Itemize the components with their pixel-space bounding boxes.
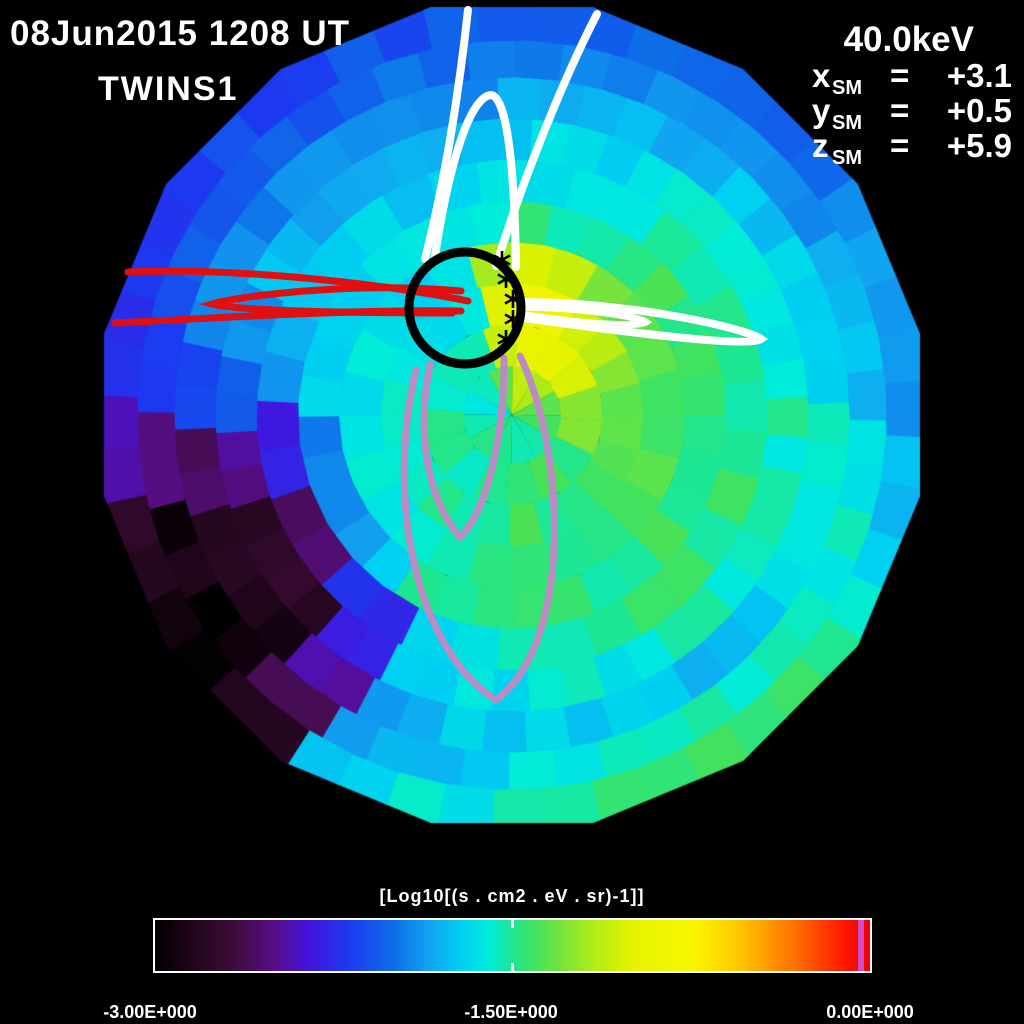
field-line-south-closed-loop-outer	[400, 352, 558, 705]
instrument-label: TWINS1	[98, 70, 239, 108]
field-line-day-closed-loop-inner	[519, 303, 653, 329]
coord-value: +0.5	[946, 92, 1012, 129]
field-line-north-polar-line-west	[421, 6, 472, 263]
coord-equals: =	[890, 92, 910, 129]
earth-limb-circle	[404, 247, 526, 369]
colorbar-tick-mid: -1.50E+000	[464, 1002, 558, 1022]
coordinate-row-ySM: y SM = +0.5	[812, 92, 1012, 134]
coordinate-row-zSM: z SM = +5.9	[812, 127, 1012, 169]
colorbar-units-label: [Log10[(s . cm2 . eV . sr)-1]]	[379, 886, 645, 906]
coordinate-row-xSM: x SM = +3.1	[812, 57, 1012, 99]
coord-subscript: SM	[832, 112, 862, 134]
colorbar-gradient	[155, 920, 870, 971]
coord-variable: y	[812, 92, 831, 129]
trajectory-asterisk-1	[493, 251, 511, 269]
trajectory-asterisk-3	[504, 290, 522, 308]
field-line-day-closed-loop-outer	[518, 298, 768, 346]
coord-variable: z	[812, 127, 829, 164]
trajectory-asterisk-5	[497, 330, 515, 348]
field-line-dusk-line-outer-top	[124, 267, 472, 305]
coord-value: +3.1	[946, 57, 1012, 94]
colorbar-overflow-marker	[858, 920, 864, 971]
colorbar	[153, 918, 872, 973]
satellite-coordinates: x SM = +3.1 y SM = +0.5 z SM = +5.9	[812, 57, 1012, 169]
field-line-south-closed-loop-inner	[420, 354, 508, 543]
coord-variable: x	[812, 57, 831, 94]
field-line-north-closed-loop	[430, 90, 520, 271]
coord-subscript: SM	[832, 147, 862, 169]
timestamp-label: 08Jun2015 1208 UT	[10, 14, 350, 53]
colorbar-mid-tick-top	[511, 920, 514, 928]
coord-subscript: SM	[832, 77, 862, 99]
field-line-north-polar-line-east	[492, 10, 601, 270]
coord-equals: =	[890, 57, 910, 94]
trajectory-asterisk-2	[497, 270, 515, 288]
coord-value: +5.9	[946, 127, 1012, 164]
trajectory-asterisk-4	[504, 310, 522, 328]
energy-label: 40.0keV	[843, 20, 974, 59]
colorbar-tick-min: -3.00E+000	[103, 1002, 197, 1022]
field-line-dusk-line-outer-bottom	[111, 307, 465, 327]
colorbar-tick-max: 0.00E+000	[826, 1002, 914, 1022]
colorbar-mid-tick-bottom	[511, 963, 514, 971]
coord-equals: =	[890, 127, 910, 164]
